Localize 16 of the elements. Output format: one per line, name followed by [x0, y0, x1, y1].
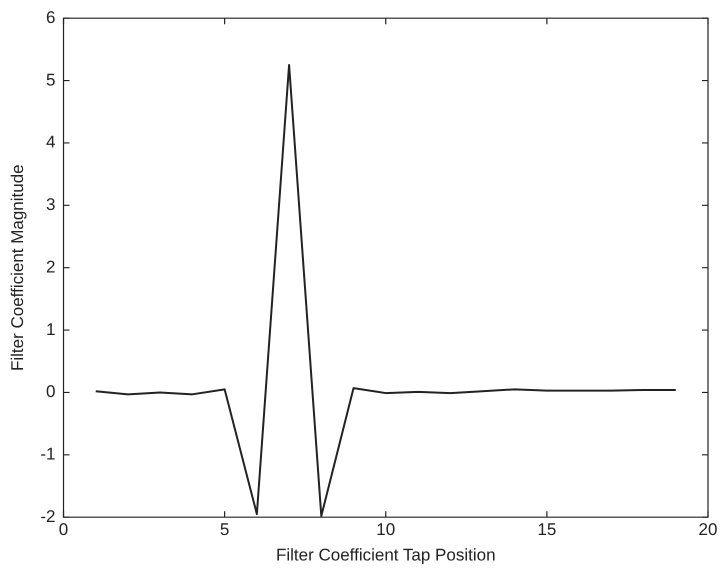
y-tick-label: 5 [46, 70, 56, 90]
x-tick-label: 20 [698, 520, 718, 540]
y-tick-label: -1 [40, 444, 56, 464]
x-tick-label: 10 [376, 520, 396, 540]
y-axis-title: Filter Coefficient Magnitude [8, 164, 27, 372]
y-tick-label: -2 [40, 506, 56, 526]
x-tick-label: 0 [58, 520, 68, 540]
y-tick-label: 0 [46, 382, 56, 402]
y-tick-label: 1 [46, 320, 56, 339]
x-tick-label: 15 [537, 520, 556, 540]
x-axis-title: Filter Coefficient Tap Position [276, 545, 496, 564]
y-tick-label: 2 [46, 257, 56, 276]
y-tick-label: 3 [46, 195, 56, 214]
y-tick-label: 4 [46, 132, 56, 152]
y-tick-label: 6 [46, 8, 56, 27]
x-tick-label: 5 [220, 520, 230, 540]
